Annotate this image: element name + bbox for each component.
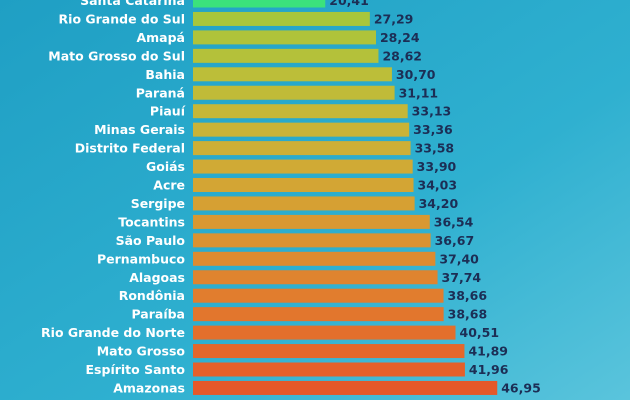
- bar: [193, 67, 392, 82]
- category-label: Mato Grosso: [97, 344, 186, 359]
- value-label: 31,11: [399, 85, 439, 100]
- value-label: 33,13: [412, 104, 452, 119]
- bar: [193, 48, 379, 63]
- value-label: 28,24: [380, 30, 420, 45]
- bar: [193, 104, 408, 119]
- category-label: Minas Gerais: [94, 122, 185, 137]
- category-label: Sergipe: [131, 196, 185, 211]
- bar: [193, 288, 444, 303]
- bar: [193, 159, 413, 174]
- bar: [193, 11, 370, 26]
- bar: [193, 122, 410, 137]
- category-label: Rondônia: [119, 288, 185, 303]
- bar: [193, 380, 498, 395]
- bar: [193, 214, 430, 229]
- bar: [193, 178, 414, 192]
- value-label: 36,54: [434, 214, 474, 229]
- value-label: 28,62: [382, 48, 422, 63]
- bar: [193, 233, 431, 248]
- bar: [193, 30, 376, 45]
- value-label: 37,40: [439, 251, 479, 266]
- category-label: Paraíba: [131, 307, 185, 322]
- value-label: 33,58: [415, 141, 455, 156]
- category-label: Amazonas: [113, 380, 185, 395]
- category-label: Tocantins: [118, 214, 185, 229]
- category-label: Pernambuco: [97, 251, 185, 266]
- bar: [193, 141, 411, 156]
- bar: [193, 85, 395, 100]
- value-label: 27,29: [374, 11, 414, 26]
- bar: [193, 196, 415, 211]
- category-label: Bahia: [145, 67, 185, 82]
- bar: [193, 362, 465, 377]
- value-label: 41,89: [468, 344, 508, 359]
- bar: [193, 344, 465, 359]
- bar: [193, 251, 436, 266]
- category-label: Mato Grosso do Sul: [48, 48, 185, 63]
- category-label: Acre: [153, 178, 185, 193]
- value-label: 36,67: [435, 233, 475, 248]
- value-label: 38,68: [448, 307, 488, 322]
- bar: [193, 270, 438, 285]
- category-label: Rio Grande do Sul: [59, 11, 185, 26]
- category-label: Rio Grande do Norte: [41, 325, 185, 340]
- value-label: 34,03: [418, 178, 458, 193]
- value-label: 34,20: [419, 196, 459, 211]
- bar: [193, 307, 444, 322]
- value-label: 37,74: [442, 270, 482, 285]
- category-label: Espírito Santo: [86, 362, 186, 377]
- value-label: 40,51: [460, 325, 500, 340]
- category-label: Santa Catarina: [80, 0, 185, 8]
- category-label: Alagoas: [129, 270, 185, 285]
- value-label: 33,90: [417, 159, 457, 174]
- category-label: Goiás: [146, 159, 185, 174]
- category-label: Distrito Federal: [75, 141, 185, 156]
- value-label: 41,96: [469, 362, 509, 377]
- value-label: 46,95: [501, 380, 541, 395]
- value-label: 38,66: [448, 288, 488, 303]
- bar: [193, 325, 456, 340]
- category-label: Paraná: [136, 85, 185, 100]
- category-label: Amapá: [136, 30, 185, 45]
- value-label: 33,36: [413, 122, 453, 137]
- category-label: São Paulo: [116, 233, 186, 248]
- category-label: Piauí: [150, 104, 186, 119]
- value-label: 30,70: [396, 67, 436, 82]
- bar: [193, 0, 326, 8]
- value-label: 20,41: [329, 0, 369, 8]
